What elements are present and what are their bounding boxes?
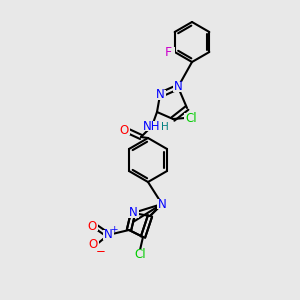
FancyBboxPatch shape [163, 47, 175, 57]
FancyBboxPatch shape [86, 221, 98, 231]
FancyBboxPatch shape [103, 230, 113, 240]
FancyBboxPatch shape [144, 121, 160, 131]
Text: F: F [165, 46, 172, 59]
Text: Cl: Cl [134, 248, 146, 260]
FancyBboxPatch shape [157, 199, 167, 209]
Text: N: N [158, 197, 166, 211]
Text: −: − [96, 245, 106, 259]
Text: N: N [174, 80, 182, 94]
FancyBboxPatch shape [118, 125, 130, 135]
Text: H: H [161, 122, 169, 132]
Text: Cl: Cl [185, 112, 197, 124]
Text: O: O [87, 220, 97, 232]
FancyBboxPatch shape [88, 240, 98, 250]
Text: N: N [103, 229, 112, 242]
Text: N: N [156, 88, 164, 101]
Text: N: N [129, 206, 137, 220]
Text: O: O [119, 124, 129, 136]
FancyBboxPatch shape [154, 90, 166, 100]
FancyBboxPatch shape [160, 122, 169, 131]
FancyBboxPatch shape [184, 113, 198, 123]
Text: +: + [110, 224, 118, 233]
FancyBboxPatch shape [172, 82, 184, 92]
Text: NH: NH [143, 119, 161, 133]
Text: O: O [88, 238, 98, 251]
FancyBboxPatch shape [128, 208, 139, 218]
FancyBboxPatch shape [133, 249, 147, 259]
